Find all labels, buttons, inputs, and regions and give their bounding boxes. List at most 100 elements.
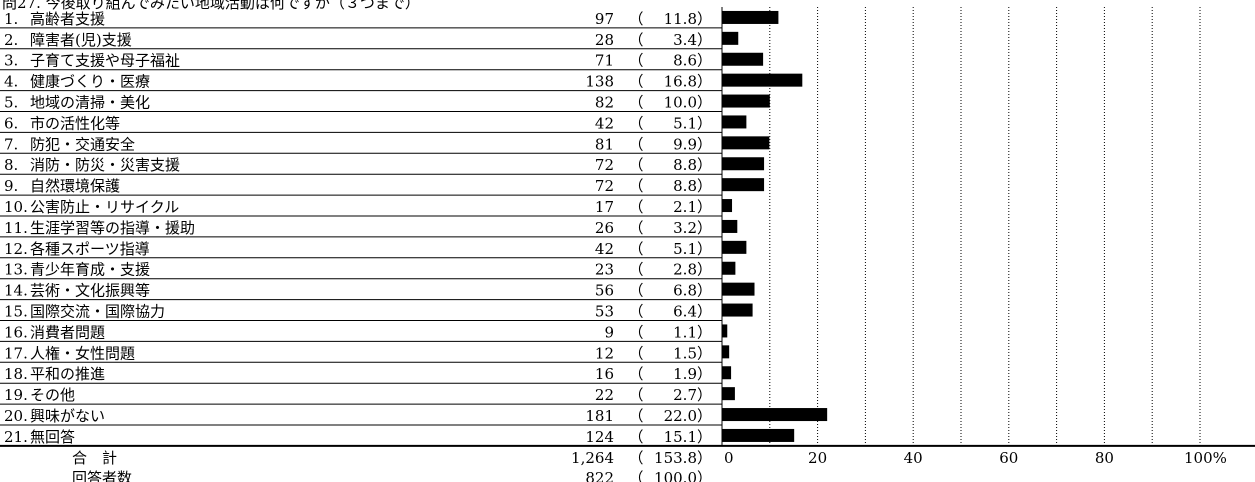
- paren-open: （: [628, 386, 643, 404]
- x-tick-label: 20: [808, 449, 827, 467]
- row-label: 市の活性化等: [30, 114, 120, 132]
- bar: [722, 94, 770, 108]
- page-title: 問27. 今後取り組んでみたい地域活動は何ですか（３つまで）: [2, 0, 420, 12]
- row-label: 各種スポーツ指導: [30, 240, 150, 258]
- paren-open: （: [628, 428, 643, 446]
- paren-open: （: [628, 365, 643, 383]
- row-number: 3.: [4, 52, 18, 70]
- row-number: 12.: [4, 240, 28, 258]
- paren-open: （: [628, 219, 643, 237]
- row-count: 16: [595, 365, 614, 383]
- bar: [722, 428, 795, 442]
- paren-open: （: [628, 469, 643, 482]
- row-count: 81: [595, 135, 614, 153]
- row-count: 82: [595, 94, 614, 112]
- bar: [722, 219, 738, 233]
- row-percent: 3.2）: [673, 219, 712, 237]
- row-percent: 11.8）: [664, 10, 712, 28]
- row-percent: 1.5）: [673, 344, 712, 362]
- row-count: 71: [595, 52, 614, 70]
- row-number: 5.: [4, 94, 18, 112]
- row-percent: 9.9）: [673, 135, 712, 153]
- row-label: 障害者(児)支援: [30, 31, 132, 49]
- row-number: 1.: [4, 10, 18, 28]
- paren-open: （: [628, 31, 643, 49]
- row-label: 自然環境保護: [30, 177, 120, 195]
- row-percent: 16.8）: [664, 73, 712, 91]
- row-percent: 15.1）: [664, 428, 712, 446]
- paren-open: （: [628, 114, 643, 132]
- row-label: 高齢者支援: [30, 10, 105, 28]
- row-label: 青少年育成・支援: [30, 261, 150, 279]
- total-percent: 153.8）: [654, 449, 712, 467]
- bar: [722, 31, 739, 45]
- paren-open: （: [628, 344, 643, 362]
- row-count: 97: [595, 10, 614, 28]
- row-label: 子育て支援や母子福祉: [30, 52, 180, 70]
- bar: [722, 115, 747, 129]
- row-number: 19.: [4, 386, 28, 404]
- row-label: 無回答: [30, 428, 75, 446]
- bar: [722, 282, 755, 296]
- x-tick-label: 60: [999, 449, 1018, 467]
- row-label: 平和の推進: [30, 365, 105, 383]
- bar: [722, 324, 728, 338]
- paren-open: （: [628, 198, 643, 216]
- row-count: 124: [585, 428, 614, 446]
- row-count: 72: [595, 156, 614, 174]
- row-percent: 5.1）: [673, 114, 712, 132]
- paren-open: （: [628, 10, 643, 28]
- row-number: 21.: [4, 428, 28, 446]
- x-tick-label: 100%: [1184, 449, 1227, 467]
- row-label: 消防・防災・災害支援: [30, 156, 180, 174]
- respondents-label: 回答者数: [72, 469, 132, 482]
- paren-open: （: [628, 282, 643, 300]
- respondents-percent: 100.0）: [654, 469, 712, 482]
- row-count: 138: [585, 73, 614, 91]
- row-number: 7.: [4, 135, 18, 153]
- paren-open: （: [628, 240, 643, 258]
- row-label: 地域の清掃・美化: [30, 94, 150, 112]
- row-label: 消費者問題: [30, 323, 105, 341]
- paren-open: （: [628, 261, 643, 279]
- row-number: 18.: [4, 365, 28, 383]
- row-percent: 6.4）: [673, 303, 712, 321]
- row-number: 9.: [4, 177, 18, 195]
- row-label: 公害防止・リサイクル: [30, 198, 179, 216]
- row-number: 6.: [4, 114, 18, 132]
- row-percent: 2.8）: [673, 261, 712, 279]
- row-percent: 1.1）: [673, 323, 712, 341]
- row-percent: 1.9）: [673, 365, 712, 383]
- row-label: 健康づくり・医療: [30, 73, 150, 91]
- row-percent: 22.0）: [664, 407, 712, 425]
- row-percent: 3.4）: [673, 31, 712, 49]
- row-number: 11.: [4, 219, 28, 237]
- row-percent: 6.8）: [673, 282, 712, 300]
- row-count: 17: [595, 198, 614, 216]
- row-label: 人権・女性問題: [30, 344, 135, 362]
- bar: [722, 199, 733, 213]
- x-tick-label: 0: [724, 449, 734, 467]
- bar: [722, 10, 779, 24]
- row-percent: 8.8）: [673, 177, 712, 195]
- row-percent: 2.7）: [673, 386, 712, 404]
- total-label: 合 計: [72, 449, 117, 467]
- x-tick-label: 80: [1095, 449, 1114, 467]
- row-percent: 8.6）: [673, 52, 712, 70]
- bar: [722, 366, 732, 380]
- paren-open: （: [628, 156, 643, 174]
- respondents-count: 822: [585, 469, 614, 482]
- row-number: 13.: [4, 261, 28, 279]
- bar: [722, 345, 730, 359]
- row-number: 16.: [4, 323, 28, 341]
- row-count: 26: [595, 219, 614, 237]
- bar: [722, 136, 770, 150]
- bar: [722, 178, 765, 192]
- row-count: 42: [595, 240, 614, 258]
- paren-open: （: [628, 449, 643, 467]
- bar: [722, 303, 753, 317]
- row-label: 国際交流・国際協力: [30, 303, 165, 321]
- total-count: 1,264: [571, 449, 614, 467]
- row-count: 42: [595, 114, 614, 132]
